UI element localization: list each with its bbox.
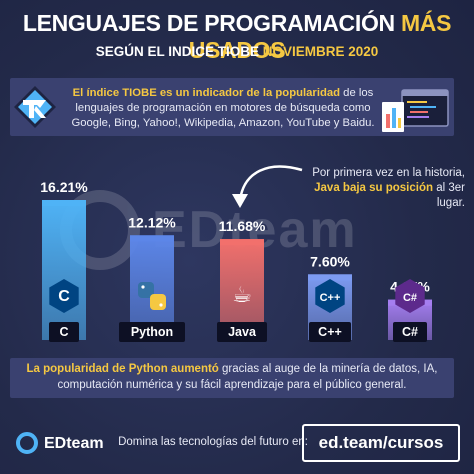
csharp-logo-icon: C# [395, 279, 425, 313]
annotation-arrow-icon [232, 165, 303, 208]
tiobe-logo-icon [14, 86, 56, 128]
bottom-note-text: La popularidad de Python aumentó gracias… [14, 362, 450, 393]
category-label: Python [131, 325, 173, 339]
bottom-note-bold: La popularidad de Python aumentó [26, 363, 219, 375]
subtitle-main: SEGÚN EL INDICE TIOBE [95, 44, 263, 59]
value-label: 11.68% [219, 218, 266, 234]
page-subtitle: SEGÚN EL INDICE TIOBE NOVIEMBRE 2020 [0, 44, 474, 59]
bottom-note-rest: gracias al auge de la minería de datos, … [57, 363, 438, 391]
svg-text:☕: ☕ [232, 283, 252, 308]
annotation-line2: Java baja su posición al 3er lugar. [295, 181, 465, 211]
svg-text:C#: C# [403, 292, 417, 304]
bottom-note-panel [10, 358, 454, 398]
annotation-rest: al 3er lugar. [433, 182, 465, 209]
svg-text:C: C [58, 288, 70, 305]
info-text: El índice TIOBE es un indicador de la po… [70, 86, 376, 131]
info-text-rest: de los lenguajes de programación en moto… [71, 87, 375, 129]
footer-url-link[interactable]: ed.team/cursos [302, 424, 460, 462]
bar-cap [130, 235, 174, 242]
bar-cap [42, 200, 86, 206]
annotation-line1: Por primera vez en la historia, [312, 167, 465, 179]
edteam-brand: EDteam [44, 435, 104, 452]
python-logo-icon [138, 282, 166, 310]
category-badge [49, 322, 79, 342]
category-badge [309, 322, 351, 342]
bar-c [42, 200, 86, 340]
title-main: LENGUAJES DE PROGRAMACIÓN [22, 10, 401, 36]
java-logo-icon: ☕ [232, 283, 252, 308]
category-label: C [59, 325, 68, 339]
category-badge [393, 322, 427, 342]
c-logo-icon: C [49, 279, 79, 313]
page-title: LENGUAJES DE PROGRAMACIÓN MÁS USADOS [0, 10, 474, 64]
java-annotation: Por primera vez en la historia, Java baj… [295, 166, 465, 211]
category-badge [217, 322, 267, 342]
value-label: 12.12% [128, 214, 176, 230]
edteam-logo[interactable]: EDteam [16, 432, 126, 456]
footer-cta: Domina las tecnologías del futuro en: [118, 436, 308, 448]
category-label: C++ [318, 325, 342, 339]
value-label: 7.60% [310, 253, 350, 269]
category-label: C# [402, 325, 418, 339]
info-panel [10, 78, 454, 136]
code-window-icon [382, 89, 449, 132]
annotation-bold: Java baja su posición [314, 182, 434, 194]
value-label: 16.21% [40, 179, 88, 195]
svg-text:C++: C++ [320, 292, 341, 304]
cpp-logo-icon: C++ [315, 279, 345, 313]
bar-cap [308, 274, 352, 281]
title-accent: MÁS USADOS [188, 10, 452, 63]
subtitle-accent: NOVIEMBRE 2020 [262, 44, 379, 59]
bar-cap [220, 239, 264, 246]
category-badge [119, 322, 185, 342]
info-text-bold: El índice TIOBE es un indicador de la po… [72, 87, 341, 99]
category-label: Java [228, 325, 257, 339]
edteam-logo-icon [16, 432, 38, 454]
